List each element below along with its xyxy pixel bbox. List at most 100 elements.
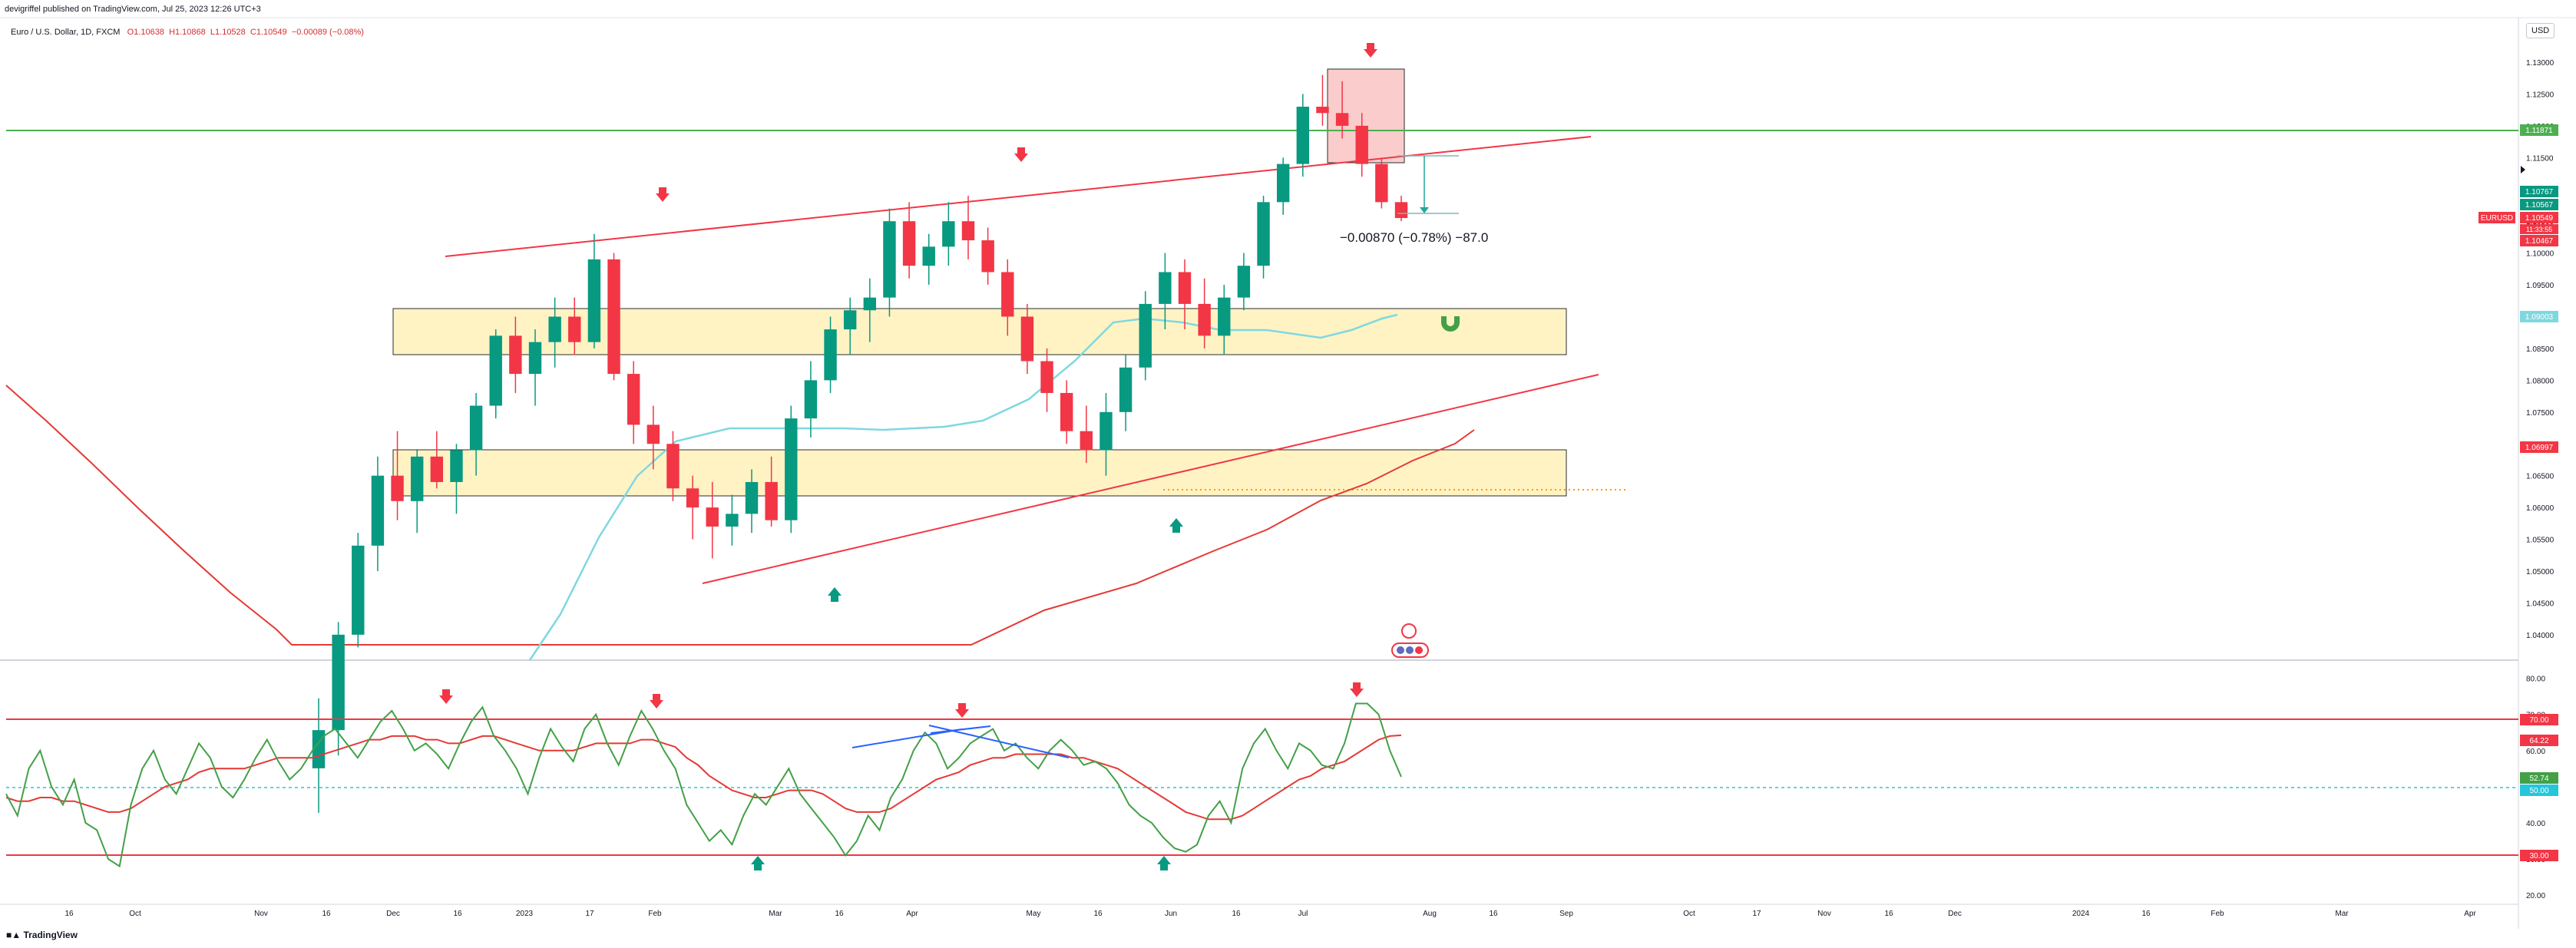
candle[interactable]: [430, 456, 444, 482]
rsi-axis-tick: 60.00: [2526, 748, 2545, 756]
event-flag-icon: [1401, 623, 1417, 639]
candle[interactable]: [981, 240, 994, 273]
candle[interactable]: [509, 335, 522, 375]
candle[interactable]: [666, 444, 680, 489]
candle[interactable]: [1001, 272, 1014, 317]
candle[interactable]: [686, 488, 699, 508]
candle[interactable]: [332, 634, 345, 731]
ma-fast-line[interactable]: [528, 313, 1398, 661]
down-arrow-icon: [1364, 43, 1377, 58]
candle[interactable]: [804, 380, 818, 419]
time-axis-label: 16: [835, 910, 844, 918]
rsi-line[interactable]: [5, 702, 1402, 868]
price-axis-tick: 1.04500: [2526, 600, 2555, 608]
up-arrow-icon: [828, 587, 842, 602]
time-axis-label: Jun: [1165, 910, 1177, 918]
time-axis-label: 2023: [516, 910, 534, 918]
time-axis-label: 16: [1232, 910, 1241, 918]
candle[interactable]: [922, 246, 935, 266]
candle[interactable]: [706, 507, 719, 527]
candle[interactable]: [785, 418, 798, 520]
candle[interactable]: [587, 259, 601, 342]
candle[interactable]: [548, 316, 561, 342]
candle[interactable]: [1237, 266, 1251, 298]
down-arrow-icon: [650, 694, 663, 709]
time-axis-label: Feb: [2211, 910, 2224, 918]
measure-tool[interactable]: −0.00870 (−0.78%) −87.0: [1340, 155, 1488, 245]
candlestick-series[interactable]: [312, 74, 1408, 813]
candle[interactable]: [1178, 272, 1192, 304]
candle[interactable]: [1198, 303, 1211, 336]
candle[interactable]: [942, 221, 955, 247]
supply-zone-lower[interactable]: [392, 449, 1567, 497]
lower-trendline[interactable]: [702, 374, 1599, 584]
candle[interactable]: [371, 475, 385, 546]
candle[interactable]: [450, 450, 463, 482]
publisher-line: devigriffel published on TradingView.com…: [5, 5, 261, 14]
ma-fast-badge: 1.09003: [2525, 313, 2554, 322]
candle[interactable]: [1040, 361, 1053, 393]
rsi-axis-tick: 20.00: [2526, 892, 2545, 900]
candle[interactable]: [410, 456, 424, 501]
price-axis-tick: 1.08500: [2526, 345, 2555, 354]
candle[interactable]: [726, 514, 739, 527]
candle[interactable]: [1375, 164, 1388, 203]
candle[interactable]: [1020, 316, 1034, 362]
candle[interactable]: [489, 335, 502, 406]
candle[interactable]: [824, 329, 837, 381]
candle[interactable]: [902, 221, 916, 266]
time-axis-label: Nov: [254, 910, 268, 918]
candle[interactable]: [1355, 125, 1368, 164]
time-axis-label: Apr: [2464, 910, 2476, 918]
candle[interactable]: [352, 545, 365, 635]
time-axis[interactable]: 16 Oct Nov 16 Dec 16 2023 17 Feb Mar 16 Apr May 16 Jun…: [64, 910, 2476, 918]
candle[interactable]: [1119, 367, 1133, 412]
price-axis-tick: 1.06500: [2526, 473, 2555, 481]
candle[interactable]: [1080, 431, 1093, 451]
ma-slow-line[interactable]: [5, 385, 1475, 646]
candle[interactable]: [646, 424, 660, 444]
candle[interactable]: [1296, 107, 1310, 164]
candle[interactable]: [1335, 113, 1349, 126]
time-axis-label: 16: [322, 910, 331, 918]
candle[interactable]: [1060, 392, 1073, 431]
candle[interactable]: [1394, 202, 1408, 219]
price-axis-tick: 1.08000: [2526, 377, 2555, 385]
candle[interactable]: [1257, 202, 1270, 266]
candle[interactable]: [1100, 411, 1113, 451]
candle[interactable]: [843, 310, 857, 330]
candle[interactable]: [627, 374, 640, 425]
countdown-badge: 11:33:55: [2526, 226, 2552, 233]
candle[interactable]: [469, 405, 483, 451]
arrow-markers: [656, 43, 1460, 658]
candle[interactable]: [765, 481, 778, 520]
candle[interactable]: [863, 297, 877, 311]
time-axis-label: Nov: [1817, 910, 1831, 918]
candle[interactable]: [1139, 303, 1152, 368]
candle[interactable]: [1218, 297, 1231, 336]
rsi-arrow-markers: [439, 682, 1364, 870]
candle[interactable]: [607, 259, 620, 375]
candle[interactable]: [883, 221, 896, 298]
rsi-divergence-line[interactable]: [930, 725, 991, 734]
upper-trendline[interactable]: [445, 136, 1592, 257]
chevron-right-icon: [2521, 166, 2525, 173]
rsi-ma-line[interactable]: [5, 734, 1402, 821]
price-axis[interactable]: 1.130001.125001.120001.115001.110001.105…: [2526, 59, 2555, 640]
candle[interactable]: [1276, 164, 1290, 203]
candle[interactable]: [1159, 272, 1172, 304]
candle[interactable]: [1316, 107, 1329, 114]
candle[interactable]: [961, 221, 975, 241]
price-axis-tick: 1.05000: [2526, 568, 2555, 576]
down-arrow-icon: [955, 703, 969, 718]
candle[interactable]: [745, 481, 759, 514]
symbol-name[interactable]: Euro / U.S. Dollar, 1D, FXCM: [11, 28, 121, 37]
time-axis-label: Oct: [129, 910, 141, 918]
resistance-price-badge: 1.11871: [2525, 127, 2553, 135]
time-axis-label: 2024: [2072, 910, 2090, 918]
candle[interactable]: [391, 475, 404, 501]
candle[interactable]: [568, 316, 581, 342]
currency-button[interactable]: USD: [2526, 23, 2555, 38]
candle[interactable]: [528, 342, 542, 375]
